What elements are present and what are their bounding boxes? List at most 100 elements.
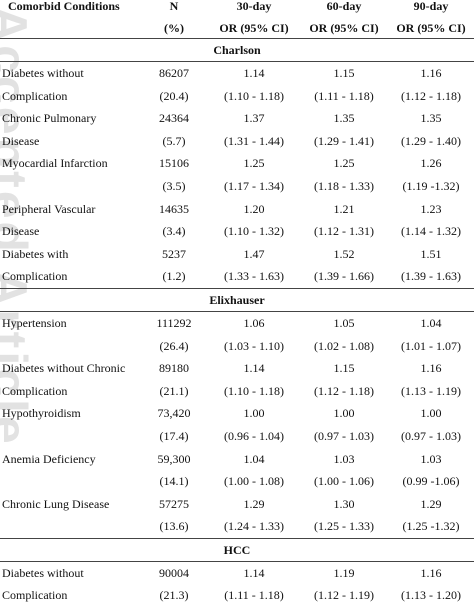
n-percent: (14.1) [140,470,208,493]
or-90day: 1.16 [388,62,474,85]
ci-90day: (1.14 - 1.32) [388,220,474,243]
or-30day: 1.20 [208,198,300,221]
ci-60day: (1.29 - 1.41) [300,130,388,153]
ci-30day: (1.03 - 1.10) [208,335,300,358]
n-count: 90004 [140,561,208,584]
n-count: 57275 [140,493,208,516]
ci-90day: (1.13 - 1.20) [388,584,474,607]
or-90day: 1.04 [388,311,474,334]
n-percent: (21.1) [140,380,208,403]
n-count: 89180 [140,357,208,380]
ci-30day: (0.96 - 1.04) [208,425,300,448]
condition-name: Diabetes without Chronic [0,357,140,380]
header-or-90: OR (95% CI) [388,18,474,39]
or-30day: 1.37 [208,107,300,130]
n-count: 59,300 [140,448,208,471]
header-n-unit: (%) [140,18,208,39]
or-60day: 1.25 [300,152,388,175]
header-blank [0,18,140,39]
or-30day: 1.29 [208,493,300,516]
condition-name: Chronic Lung Disease [0,493,140,516]
condition-name-cont: Complication [0,584,140,607]
or-60day: 1.35 [300,107,388,130]
ci-60day: (1.02 - 1.08) [300,335,388,358]
n-count: 14635 [140,198,208,221]
header-or-30: OR (95% CI) [208,18,300,39]
condition-name: Anemia Deficiency [0,448,140,471]
n-percent: (1.2) [140,265,208,288]
section-row: HCC [0,538,474,561]
ci-60day: (1.18 - 1.33) [300,175,388,198]
ci-90day: (0.99 -1.06) [388,470,474,493]
ci-90day: (1.13 - 1.19) [388,380,474,403]
condition-name-cont: Disease [0,130,140,153]
ci-60day: (1.39 - 1.66) [300,265,388,288]
section-row: Elixhauser [0,288,474,311]
header-n: N [140,0,208,18]
n-percent: (5.7) [140,130,208,153]
ci-60day: (1.25 - 1.33) [300,515,388,538]
n-count: 15106 [140,152,208,175]
condition-name-cont [0,470,140,493]
n-count: 24364 [140,107,208,130]
or-30day: 1.06 [208,311,300,334]
or-60day: 1.03 [300,448,388,471]
ci-30day: (1.33 - 1.63) [208,265,300,288]
or-60day: 1.00 [300,402,388,425]
or-60day: 1.15 [300,357,388,380]
or-90day: 1.51 [388,243,474,266]
section-title: Charlson [0,39,474,62]
condition-name: Myocardial Infarction [0,152,140,175]
table-row-ci: (14.1)(1.00 - 1.08)(1.00 - 1.06)(0.99 -1… [0,470,474,493]
or-30day: 1.00 [208,402,300,425]
or-90day: 1.00 [388,402,474,425]
header-60day: 60-day [300,0,388,18]
condition-name: Chronic Pulmonary [0,107,140,130]
or-90day: 1.29 [388,493,474,516]
or-90day: 1.16 [388,357,474,380]
ci-60day: (0.97 - 1.03) [300,425,388,448]
condition-name-cont: Disease [0,220,140,243]
table-row-ci: Complication(1.2)(1.33 - 1.63)(1.39 - 1.… [0,265,474,288]
ci-30day: (1.24 - 1.33) [208,515,300,538]
section-title: Elixhauser [0,288,474,311]
header-or-60: OR (95% CI) [300,18,388,39]
section-title: HCC [0,538,474,561]
condition-name-cont [0,515,140,538]
or-60day: 1.21 [300,198,388,221]
or-90day: 1.03 [388,448,474,471]
or-30day: 1.14 [208,561,300,584]
table-row-ci: Complication(21.1)(1.10 - 1.18)(1.12 - 1… [0,380,474,403]
subheader-row: (%) OR (95% CI) OR (95% CI) OR (95% CI) [0,18,474,39]
or-30day: 1.14 [208,62,300,85]
ci-60day: (1.12 - 1.31) [300,220,388,243]
or-30day: 1.14 [208,357,300,380]
ci-90day: (1.19 -1.32) [388,175,474,198]
n-count: 73,420 [140,402,208,425]
n-percent: (21.3) [140,584,208,607]
ci-30day: (1.10 - 1.18) [208,85,300,108]
n-percent: (3.4) [140,220,208,243]
condition-name-cont [0,425,140,448]
ci-30day: (1.11 - 1.18) [208,584,300,607]
ci-30day: (1.17 - 1.34) [208,175,300,198]
condition-name-cont: Complication [0,85,140,108]
n-percent: (13.6) [140,515,208,538]
n-count: 111292 [140,311,208,334]
condition-name-cont [0,335,140,358]
condition-name-cont: Complication [0,380,140,403]
ci-30day: (1.10 - 1.18) [208,380,300,403]
ci-90day: (1.01 - 1.07) [388,335,474,358]
condition-name: Diabetes without [0,62,140,85]
condition-name-cont [0,175,140,198]
or-30day: 1.04 [208,448,300,471]
or-90day: 1.26 [388,152,474,175]
